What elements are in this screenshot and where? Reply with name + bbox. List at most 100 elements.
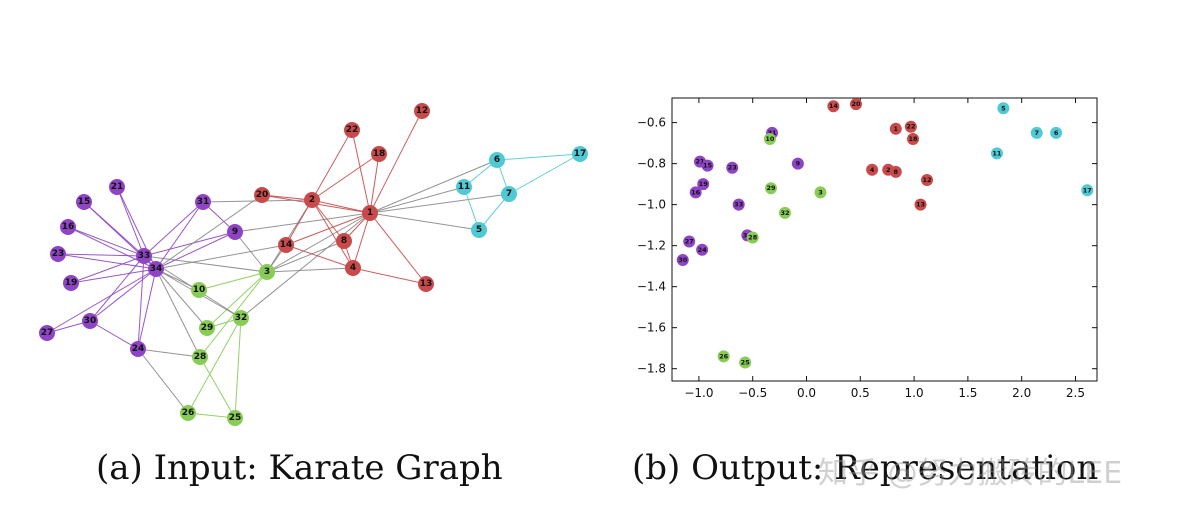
scatter-point-label-28: 28 (748, 233, 758, 241)
graph-node-27: 27 (39, 325, 55, 341)
graph-node-7: 7 (501, 186, 517, 202)
graph-edge-1-11 (369, 186, 465, 214)
graph-edge-24-30 (89, 320, 139, 350)
graph-edge-1-14 (285, 212, 371, 246)
graph-node-label-19: 19 (65, 278, 78, 288)
scatter-point-label-1: 1 (894, 125, 899, 133)
scatter-point-17: 17 (1081, 184, 1094, 197)
graph-node-circle-11 (456, 179, 472, 195)
graph-node-label-33: 33 (138, 251, 151, 261)
scatter-point-circle-1 (889, 122, 902, 135)
graph-edge-1-3 (266, 212, 371, 273)
scatter-point-5: 5 (997, 102, 1010, 115)
scatter-point-8: 8 (889, 165, 902, 178)
scatter-point-10: 10 (763, 133, 776, 146)
graph-edge-25-28 (199, 356, 236, 419)
graph-edge-1-13 (369, 212, 427, 285)
scatter-point-circle-7 (1030, 126, 1043, 139)
scatter-point-label-16: 16 (691, 188, 701, 196)
graph-node-33: 33 (136, 248, 152, 264)
graph-node-14: 14 (278, 237, 294, 253)
scatter-point-label-3: 3 (818, 188, 823, 196)
graph-node-5: 5 (471, 222, 487, 238)
graph-node-22: 22 (344, 122, 360, 138)
graph-node-6: 6 (489, 152, 505, 168)
graph-edge-3-28 (199, 271, 268, 358)
watermark: 知乎 @努力搬砖的LEE (818, 456, 1123, 491)
scatter-point-label-8: 8 (894, 168, 899, 176)
scatter-point-circle-9 (791, 157, 804, 170)
graph-edge-31-33 (143, 201, 204, 257)
graph-edge-26-32 (187, 317, 242, 414)
graph-node-12: 12 (414, 103, 430, 119)
x-tick-label: 0.5 (851, 386, 870, 400)
x-tick-label: 1.0 (905, 386, 924, 400)
x-tick-label: 2.5 (1066, 386, 1085, 400)
graph-node-label-23: 23 (52, 249, 65, 259)
graph-edge-21-33 (116, 186, 145, 257)
graph-node-circle-12 (414, 103, 430, 119)
scatter-point-circle-12 (921, 174, 933, 187)
graph-edge-4-13 (352, 267, 427, 285)
scatter-point-9: 9 (791, 157, 804, 170)
x-tick-label: 0.0 (797, 386, 816, 400)
graph-edge-1-9 (234, 212, 371, 233)
scatter-point-label-6: 6 (1054, 129, 1059, 137)
scatter-point-19: 19 (697, 178, 710, 191)
graph-edge-4-14 (285, 244, 354, 269)
scatter-point-1: 1 (889, 122, 902, 135)
graph-node-label-14: 14 (280, 240, 293, 250)
graph-node-8: 8 (336, 233, 352, 249)
scatter-point-29: 29 (764, 182, 777, 195)
graph-node-21: 21 (109, 179, 125, 195)
graph-node-circle-33 (136, 248, 152, 264)
scatter-point-circle-20 (849, 98, 862, 111)
graph-node-circle-28 (192, 349, 208, 365)
scatter-point-label-29: 29 (766, 184, 776, 192)
graph-edge-1-4 (352, 212, 371, 269)
scatter-point-circle-8 (889, 165, 902, 178)
scatter-point-circle-14 (827, 100, 840, 113)
scatter-plot-frame (671, 97, 1098, 382)
graph-node-label-24: 24 (132, 344, 145, 354)
scatter-point-label-4: 4 (870, 166, 875, 174)
graph-node-23: 23 (50, 246, 66, 262)
graph-node-circle-30 (82, 313, 98, 329)
y-tick-label: −1.2 (637, 239, 666, 253)
graph-edge-24-34 (137, 268, 157, 350)
scatter-axis-ticks: −1.0 −0.5 0.0 0.5 1.0 1.5 2.0 2.5 −0.6 −0.8 −1.0 −1… (637, 98, 1097, 400)
graph-node-11: 11 (456, 179, 472, 195)
scatter-point-label-24: 24 (698, 246, 708, 254)
graph-edge-30-34 (89, 268, 157, 322)
scatter-point-circle-29 (764, 182, 777, 195)
y-tick-label: −1.4 (637, 280, 666, 294)
graph-node-4: 4 (345, 260, 361, 276)
scatter-point-circle-16 (689, 186, 702, 199)
graph-edge-23-34 (57, 253, 157, 270)
karate-graph-panel: 123 4567891011121314151617181920212223242… (39, 103, 588, 426)
scatter-point-28: 28 (746, 231, 759, 244)
scatter-point-label-26: 26 (719, 352, 729, 360)
scatter-point-4: 4 (866, 163, 879, 176)
graph-node-label-22: 22 (346, 125, 359, 135)
scatter-point-label-15: 15 (703, 162, 713, 170)
graph-node-label-34: 34 (150, 264, 163, 274)
scatter-point-label-11: 11 (992, 149, 1002, 157)
scatter-point-18: 18 (907, 133, 920, 146)
graph-node-31: 31 (195, 194, 211, 210)
graph-node-label-15: 15 (78, 197, 91, 207)
graph-edge-2-14 (285, 199, 313, 246)
graph-edge-27-34 (46, 268, 157, 334)
graph-node-label-12: 12 (416, 106, 429, 116)
graph-edge-1-32 (240, 212, 371, 319)
graph-node-circle-26 (180, 405, 196, 421)
scatter-point-circle-33 (732, 198, 745, 211)
graph-edge-19-34 (70, 268, 157, 284)
graph-node-circle-13 (418, 276, 434, 292)
graph-node-label-18: 18 (373, 149, 386, 159)
graph-node-label-29: 29 (201, 323, 214, 333)
graph-edge-3-9 (234, 231, 268, 273)
scatter-point-circle-28 (746, 231, 759, 244)
scatter-point-circle-22 (904, 120, 917, 133)
y-tick-label: −1.8 (637, 362, 666, 376)
